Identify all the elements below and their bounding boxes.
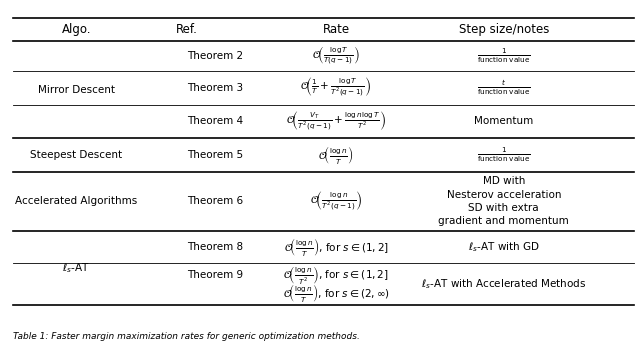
Text: Theorem 9: Theorem 9 (187, 270, 243, 280)
Text: Accelerated Algorithms: Accelerated Algorithms (15, 197, 138, 206)
Text: $\mathcal{O}\!\left(\frac{\log n}{T^2}\right)$, for $s \in (1, 2]$: $\mathcal{O}\!\left(\frac{\log n}{T^2}\r… (283, 264, 389, 286)
Text: Theorem 5: Theorem 5 (187, 150, 243, 160)
Text: $\mathcal{O}\!\left(\frac{V_T}{T^2(q-1)} + \frac{\log n \log T}{T^2}\right)$: $\mathcal{O}\!\left(\frac{V_T}{T^2(q-1)}… (286, 110, 386, 133)
Text: Theorem 4: Theorem 4 (187, 117, 243, 126)
Text: $\mathcal{O}\!\left(\frac{\log n}{T}\right)$, for $s \in (1, 2]$: $\mathcal{O}\!\left(\frac{\log n}{T}\rig… (284, 236, 388, 258)
Text: Theorem 2: Theorem 2 (187, 51, 243, 61)
Text: $\ell_s$-AT with GD: $\ell_s$-AT with GD (468, 240, 540, 254)
Text: Theorem 8: Theorem 8 (187, 242, 243, 252)
Text: Momentum: Momentum (474, 117, 533, 126)
Text: $\frac{1}{\text{function value}}$: $\frac{1}{\text{function value}}$ (477, 146, 531, 165)
Text: $\frac{1}{\text{function value}}$: $\frac{1}{\text{function value}}$ (477, 47, 531, 65)
Text: $\mathcal{O}\!\left(\frac{\log T}{T(q-1)}\right)$: $\mathcal{O}\!\left(\frac{\log T}{T(q-1)… (312, 45, 360, 67)
Text: Theorem 6: Theorem 6 (187, 197, 243, 206)
Text: $\mathcal{O}\!\left(\frac{1}{T} + \frac{\log T}{T^2(q-1)}\right)$: $\mathcal{O}\!\left(\frac{1}{T} + \frac{… (300, 76, 371, 99)
Text: $\mathcal{O}\!\left(\frac{\log n}{T^2(q-1)}\right)$: $\mathcal{O}\!\left(\frac{\log n}{T^2(q-… (310, 190, 362, 213)
Text: $\ell_s$-AT: $\ell_s$-AT (63, 261, 90, 275)
Text: Rate: Rate (323, 22, 349, 35)
Text: Steepest Descent: Steepest Descent (30, 150, 122, 160)
Text: SD with extra
gradient and momentum: SD with extra gradient and momentum (438, 203, 569, 226)
Text: Mirror Descent: Mirror Descent (38, 85, 115, 94)
Text: $\ell_s$-AT with Accelerated Methods: $\ell_s$-AT with Accelerated Methods (421, 277, 586, 291)
Text: $\mathcal{O}\!\left(\frac{\log n}{T}\right)$, for $s \in (2, \infty)$: $\mathcal{O}\!\left(\frac{\log n}{T}\rig… (282, 283, 389, 304)
Text: Ref.: Ref. (176, 22, 198, 35)
Text: Step size/notes: Step size/notes (459, 22, 549, 35)
Text: $\mathcal{O}\!\left(\frac{\log n}{T}\right)$: $\mathcal{O}\!\left(\frac{\log n}{T}\rig… (318, 144, 353, 166)
Text: Theorem 3: Theorem 3 (187, 83, 243, 93)
Text: $\frac{t}{\text{function value}}$: $\frac{t}{\text{function value}}$ (477, 79, 531, 97)
Text: MD with
Nesterov acceleration: MD with Nesterov acceleration (447, 176, 561, 200)
Text: Table 1: Faster margin maximization rates for generic optimization methods.: Table 1: Faster margin maximization rate… (13, 332, 360, 342)
Text: Algo.: Algo. (61, 22, 91, 35)
